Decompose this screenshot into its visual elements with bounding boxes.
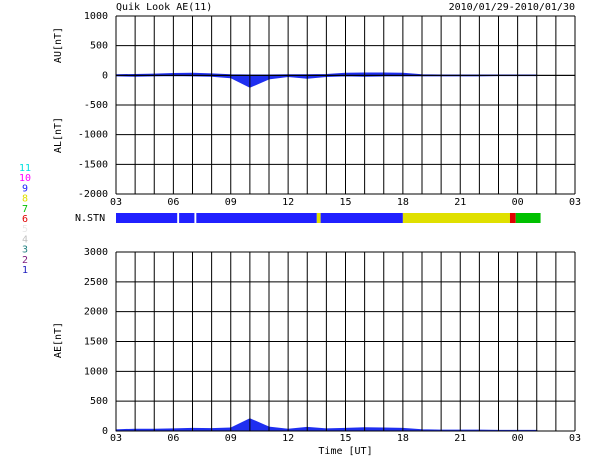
x-tick-label: 12 [282, 433, 294, 444]
y-tick-label: 500 [90, 396, 108, 407]
station-count-label: 5 [22, 224, 28, 235]
station-segment [196, 213, 317, 223]
y-tick-label: 0 [102, 426, 108, 437]
date-range: 2010/01/29-2010/01/30 [449, 2, 575, 13]
y-tick-label: 500 [90, 41, 108, 52]
station-count-label: 2 [22, 255, 28, 266]
x-tick-label: 21 [454, 433, 466, 444]
station-segment [320, 213, 403, 223]
station-segment [515, 213, 541, 223]
x-tick-label: 09 [225, 197, 237, 208]
x-tick-label: 00 [512, 433, 524, 444]
x-tick-label: 06 [167, 197, 179, 208]
y-tick-label: 2000 [84, 307, 108, 318]
station-segment [509, 213, 516, 223]
y-axis-label: AE[nT] [53, 322, 64, 358]
x-tick-label: 03 [110, 197, 122, 208]
station-count-label: 6 [22, 214, 28, 225]
y-axis-label: AL[nT] [53, 117, 64, 153]
y-tick-label: 2500 [84, 277, 108, 288]
station-segment [402, 213, 510, 223]
y-tick-label: 1000 [84, 11, 108, 22]
y-axis-label: AU[nT] [53, 27, 64, 63]
title: Quik Look AE(11) [116, 2, 212, 13]
y-tick-label: -1000 [78, 130, 108, 141]
x-tick-label: 15 [339, 197, 351, 208]
x-axis-label: Time [UT] [318, 446, 372, 457]
station-count-label: 4 [22, 234, 28, 245]
station-count-label: 1 [22, 265, 28, 276]
data-area [115, 418, 538, 432]
station-segment [179, 213, 195, 223]
x-tick-label: 03 [569, 197, 581, 208]
station-count-label: 8 [22, 194, 28, 205]
station-count-label: 9 [22, 183, 28, 194]
y-tick-label: 0 [102, 70, 108, 81]
x-tick-label: 03 [110, 433, 122, 444]
y-tick-label: -1500 [78, 159, 108, 170]
x-tick-label: 18 [397, 197, 409, 208]
y-tick-label: 1000 [84, 366, 108, 377]
x-tick-label: 18 [397, 433, 409, 444]
y-tick-label: -500 [84, 100, 108, 111]
y-tick-label: -2000 [78, 189, 108, 200]
station-count-label: 7 [22, 204, 28, 215]
x-tick-label: 03 [569, 433, 581, 444]
x-tick-label: 06 [167, 433, 179, 444]
y-tick-label: 1500 [84, 337, 108, 348]
station-segment [116, 213, 178, 223]
station-count-label: 3 [22, 245, 28, 256]
x-tick-label: 00 [512, 197, 524, 208]
station-count-label: 10 [19, 173, 31, 184]
y-tick-label: 3000 [84, 247, 108, 258]
x-tick-label: 09 [225, 433, 237, 444]
x-tick-label: 21 [454, 197, 466, 208]
x-tick-label: 12 [282, 197, 294, 208]
station-count-label: 11 [19, 163, 31, 174]
station-segment [316, 213, 321, 223]
station-label: N.STN [75, 213, 105, 224]
x-tick-label: 15 [339, 433, 351, 444]
